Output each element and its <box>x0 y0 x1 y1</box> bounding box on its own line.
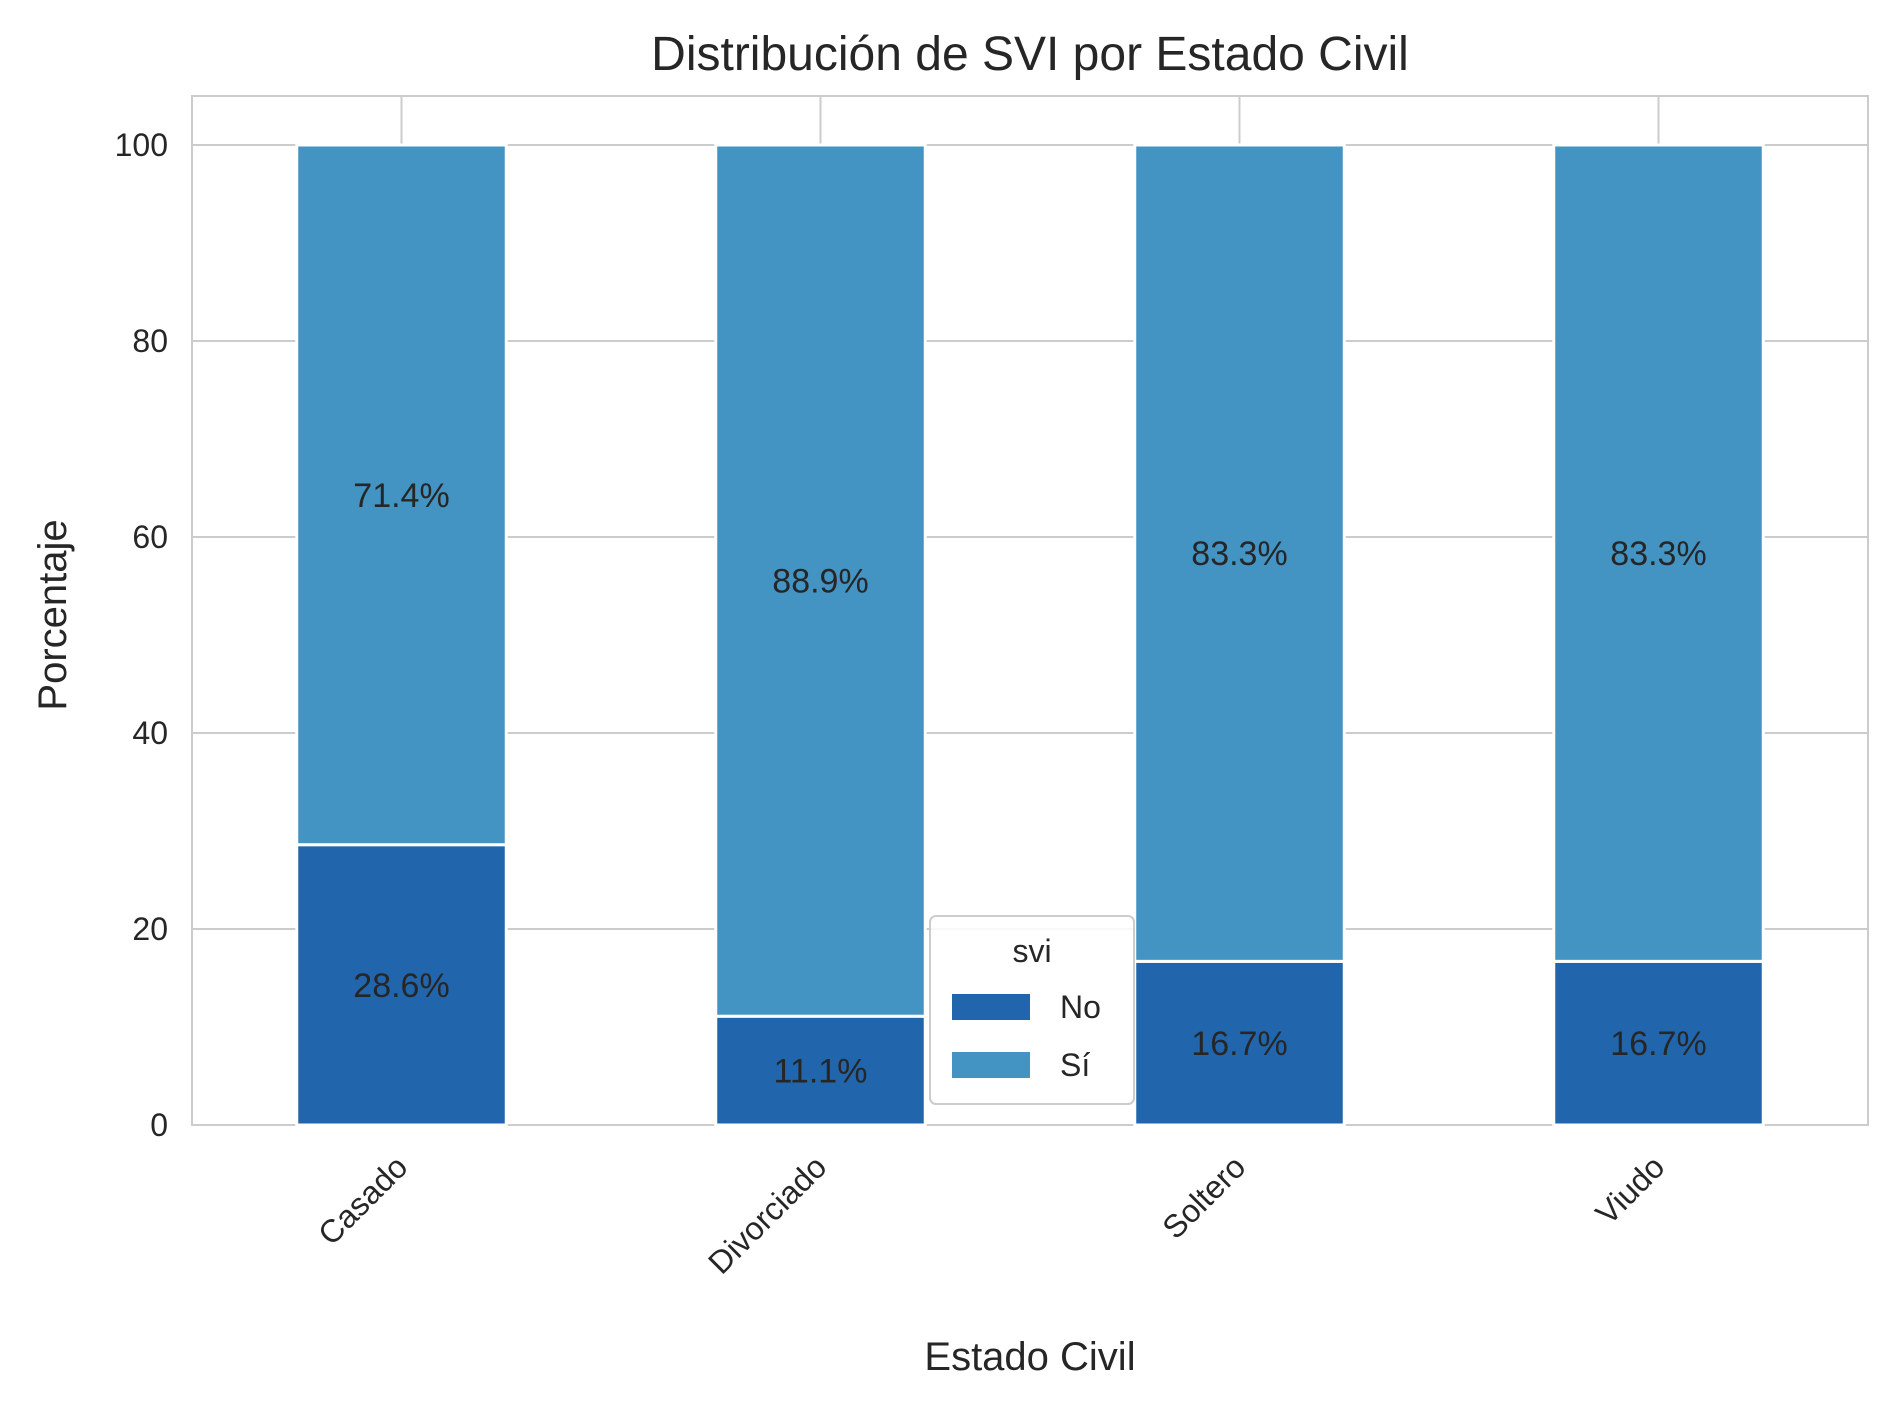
bar-value-label: 28.6% <box>353 967 449 1005</box>
legend-swatch-sí <box>952 1052 1030 1078</box>
y-tick-labels: 0 20 40 60 80 100 <box>115 127 168 1143</box>
legend-title: svi <box>1012 933 1051 969</box>
y-tick-label: 60 <box>132 519 168 555</box>
legend-label: No <box>1060 989 1101 1025</box>
plot-frame <box>191 95 1869 1126</box>
bar-value-label: 16.7% <box>1191 1025 1287 1063</box>
bar-value-label: 83.3% <box>1610 535 1706 573</box>
bar-value-label: 71.4% <box>353 477 449 515</box>
bar-value-label: 83.3% <box>1191 535 1287 573</box>
bar-segment-sí <box>1552 143 1765 963</box>
y-tick-label: 80 <box>132 323 168 359</box>
bar-segment-no <box>714 1014 927 1127</box>
bar-segment-sí <box>295 143 508 847</box>
legend-label: Sí <box>1060 1047 1090 1083</box>
legend-swatch-no <box>952 994 1030 1020</box>
data-labels: 28.6% 71.4% 11.1% 88.9% 16.7% 83.3% 16.7% 83.3% <box>353 477 1706 1091</box>
bars <box>295 143 1765 1127</box>
bar-segment-no <box>295 843 508 1127</box>
x-axis-title: Estado Civil <box>924 1335 1135 1379</box>
bar-segment-sí <box>1133 143 1346 963</box>
y-tick-label: 20 <box>132 911 168 947</box>
bar-value-label: 88.9% <box>772 563 868 601</box>
y-tick-label: 100 <box>115 127 168 163</box>
chart-title: Distribución de SVI por Estado Civil <box>651 28 1409 81</box>
y-tick-label: 0 <box>150 1107 168 1143</box>
y-axis-title: Porcentaje <box>31 519 75 710</box>
y-tick-label: 40 <box>132 715 168 751</box>
bar-segment-sí <box>714 143 927 1018</box>
bar-value-label: 11.1% <box>774 1053 868 1091</box>
bar-value-label: 16.7% <box>1610 1025 1706 1063</box>
bar-segment-no <box>1552 959 1765 1127</box>
